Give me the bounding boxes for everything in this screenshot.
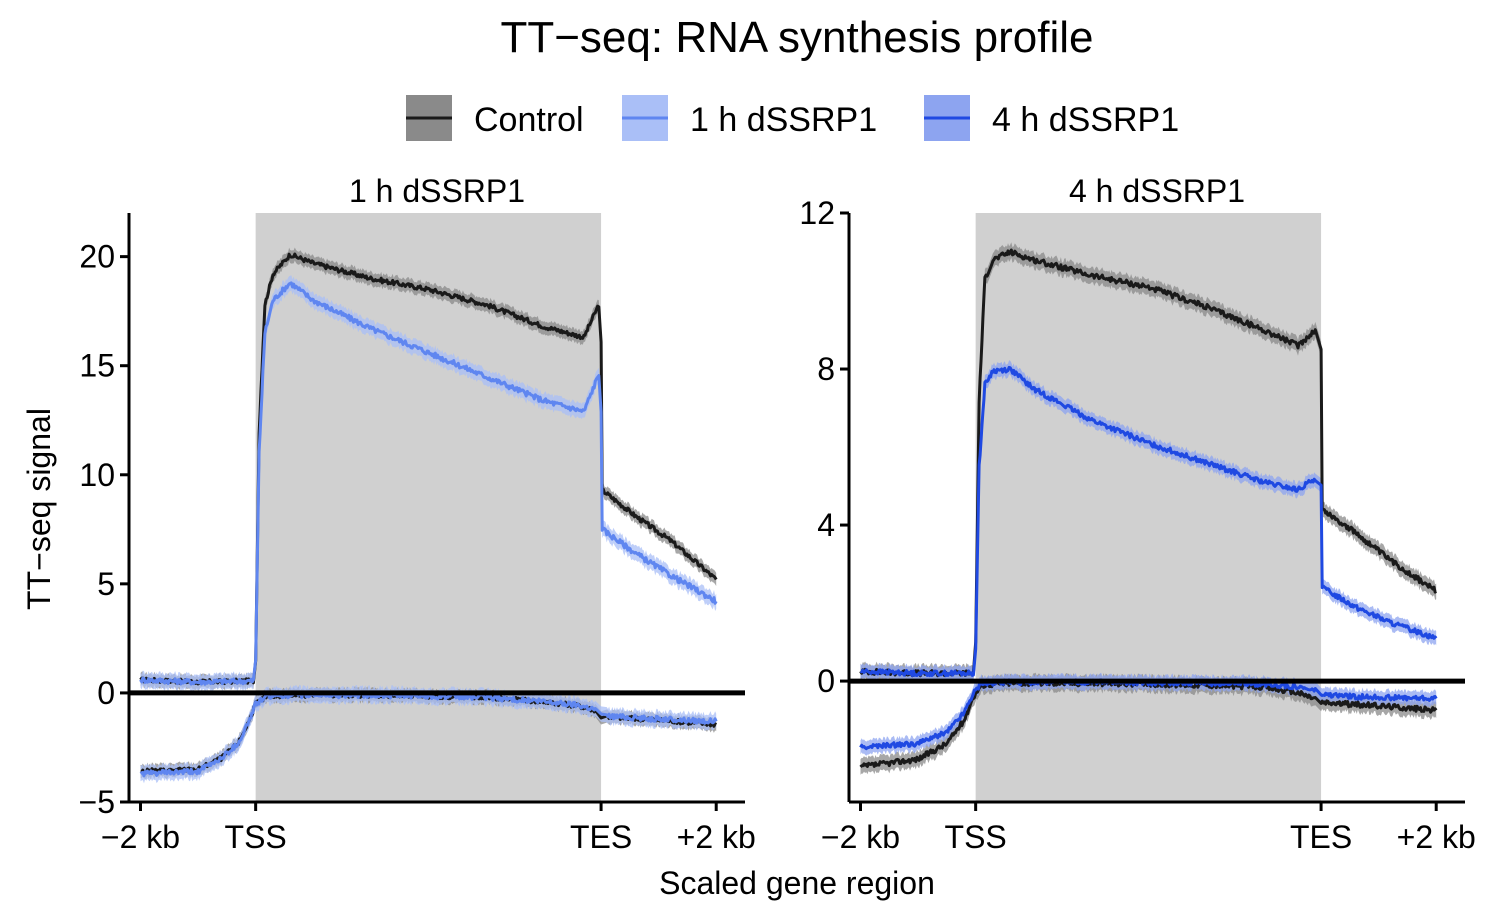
x-tick-label: TES — [570, 819, 632, 855]
x-axis-label: Scaled gene region — [659, 865, 935, 901]
y-tick-label: 5 — [97, 566, 115, 602]
y-tick-label: 4 — [817, 507, 835, 543]
figure-title: TT−seq: RNA synthesis profile — [500, 13, 1093, 62]
y-tick-label: 8 — [817, 351, 835, 387]
x-tick-label: −2 kb — [821, 819, 900, 855]
series-band-sense — [140, 275, 717, 692]
x-tick-label: −2 kb — [101, 819, 180, 855]
legend-item: 1 h dSSRP1 — [622, 95, 877, 141]
y-tick-label: 20 — [79, 239, 115, 275]
gene-body-shade — [975, 213, 1322, 802]
y-tick-label: 10 — [79, 457, 115, 493]
y-axis-label: TT−seq signal — [21, 408, 57, 610]
panel-title: 1 h dSSRP1 — [349, 173, 525, 209]
legend-label: 4 h dSSRP1 — [992, 101, 1179, 139]
x-tick-label: TES — [1290, 819, 1352, 855]
legend-item: Control — [406, 95, 584, 141]
x-tick-label: +2 kb — [1397, 819, 1476, 855]
series-band-antisense — [860, 672, 1437, 775]
panel-title: 4 h dSSRP1 — [1069, 173, 1245, 209]
series-line-sense — [859, 365, 1438, 678]
legend-label: 1 h dSSRP1 — [690, 101, 877, 139]
legend: Control 1 h dSSRP1 4 h dSSRP1 — [406, 95, 1179, 141]
series-band-antisense — [140, 684, 717, 784]
y-tick-label: −5 — [79, 784, 115, 820]
series-line-antisense — [139, 690, 718, 778]
legend-item: 4 h dSSRP1 — [924, 95, 1179, 141]
y-tick-label: 15 — [79, 348, 115, 384]
legend-label: Control — [474, 101, 584, 139]
panel-2: 4 h dSSRP1 0 4 8 12 −2 kb TSS TES +2 kb — [799, 173, 1475, 855]
x-tick-label: TSS — [945, 819, 1007, 855]
series-line-sense — [139, 281, 718, 686]
y-tick-label: 0 — [817, 663, 835, 699]
panel-1: 1 h dSSRP1 −5 0 5 10 15 20 −2 kb TSS TES +2 kb — [79, 173, 756, 855]
x-tick-label: TSS — [225, 819, 287, 855]
y-tick-label: 12 — [799, 195, 835, 231]
x-tick-label: +2 kb — [677, 819, 756, 855]
y-tick-label: 0 — [97, 675, 115, 711]
